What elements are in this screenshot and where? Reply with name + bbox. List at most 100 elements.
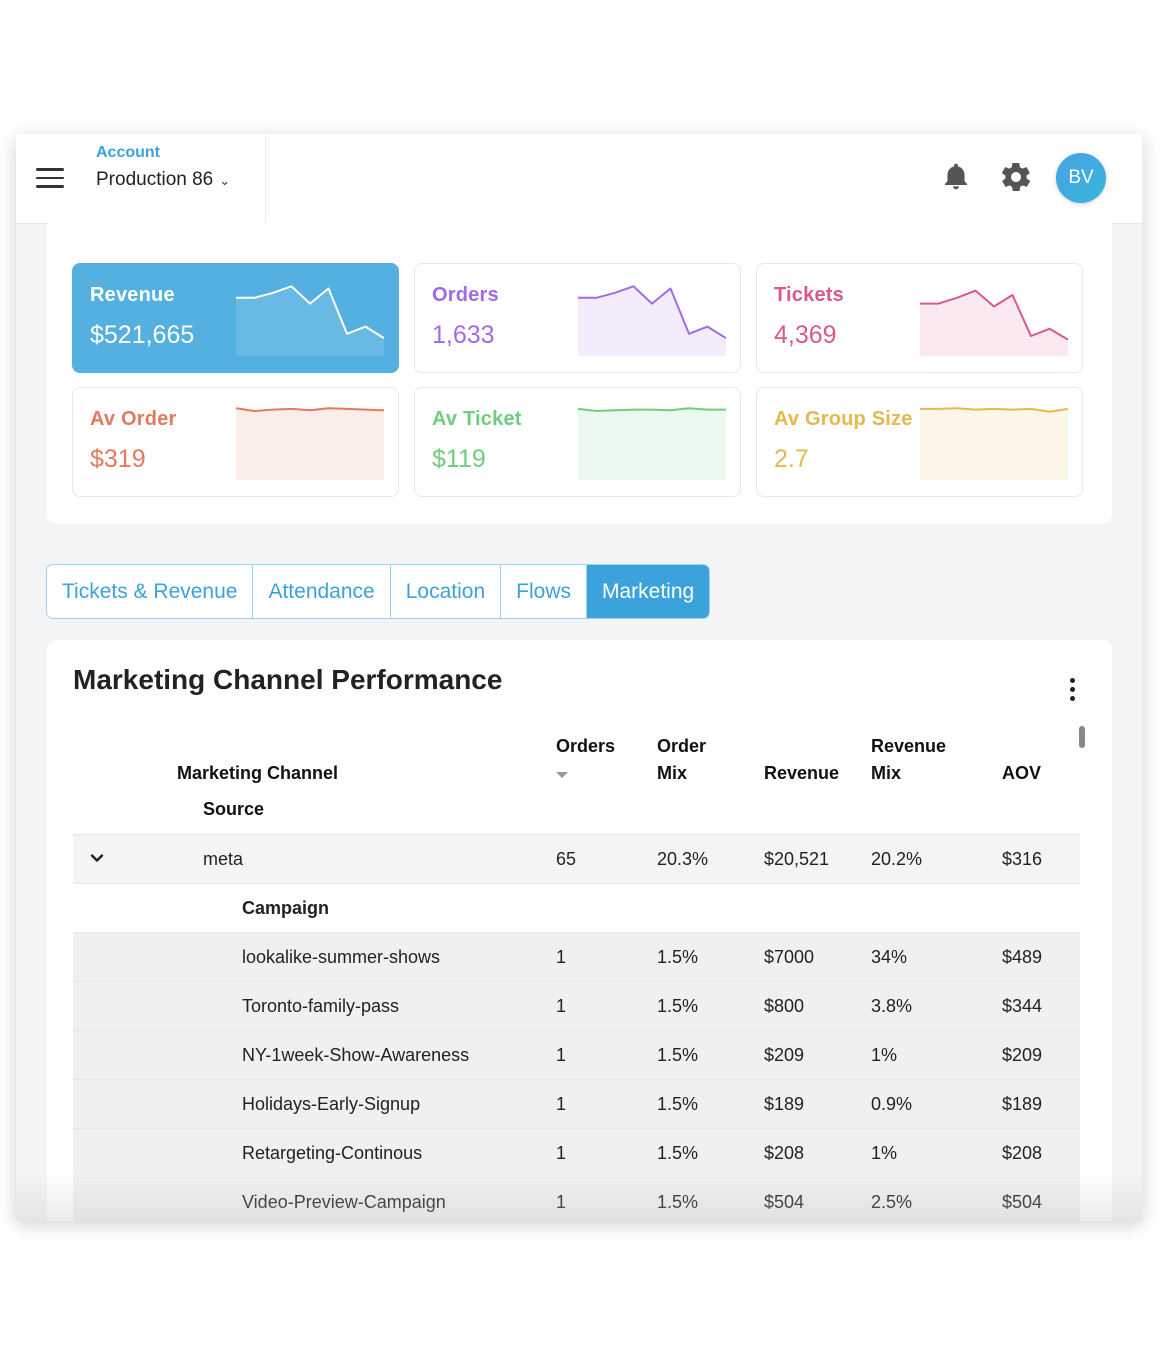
kpi-value: $319 — [90, 445, 146, 473]
cell-aov: $489 — [1002, 947, 1043, 967]
cell-order-mix: 1.5% — [657, 1094, 699, 1114]
tab-tickets-revenue[interactable]: Tickets & Revenue — [47, 565, 254, 618]
account-selector[interactable]: Production 86 ⌄ — [96, 169, 230, 191]
cell-revenue-mix: 34% — [871, 947, 908, 967]
sparkline-av-ticket — [578, 407, 726, 480]
more-options-icon[interactable] — [1065, 678, 1079, 708]
header-marketing-channel: Marketing Channel — [177, 763, 339, 783]
user-avatar[interactable]: BV — [1056, 153, 1106, 203]
table-row-meta[interactable]: meta 65 20.3% $20,521 20.2% $316 — [73, 834, 1080, 883]
marketing-table-card: Marketing Channel Performance Marketing … — [47, 640, 1112, 1221]
kpi-label: Av Order — [90, 408, 177, 430]
cell-revenue: $209 — [764, 1045, 805, 1065]
header-order-mix-line1: Order — [657, 736, 707, 756]
cell-orders: 65 — [556, 849, 577, 869]
cell-revenue: $208 — [764, 1143, 805, 1163]
cell-order-mix: 1.5% — [657, 947, 699, 967]
kpi-label: Tickets — [774, 284, 844, 306]
campaign-label: Campaign — [242, 898, 330, 918]
kpi-card-av-ticket[interactable]: Av Ticket $119 — [414, 387, 741, 497]
kpi-card-tickets[interactable]: Tickets 4,369 — [756, 263, 1083, 373]
header-order-mix-line2: Mix — [657, 763, 688, 783]
cell-revenue-mix: 3.8% — [871, 996, 913, 1016]
cell-orders: 1 — [556, 996, 567, 1016]
tab-bar: Tickets & Revenue Attendance Location Fl… — [46, 564, 711, 619]
cell-aov: $189 — [1002, 1094, 1043, 1114]
cell-aov: $208 — [1002, 1143, 1043, 1163]
table-row[interactable]: Toronto-family-pass 1 1.5% $800 3.8% $34… — [73, 981, 1080, 1030]
scrollbar-thumb[interactable] — [1079, 726, 1085, 748]
kpi-card-av-group-size[interactable]: Av Group Size 2.7 — [756, 387, 1083, 497]
hamburger-menu-icon[interactable] — [36, 168, 64, 190]
table-row[interactable]: Retargeting-Continous 1 1.5% $208 1% $20… — [73, 1128, 1080, 1177]
app-window: Account Production 86 ⌄ BV Revenue $521,6… — [16, 134, 1142, 1221]
cell-campaign-name: NY-1week-Show-Awareness — [242, 1045, 470, 1065]
cell-campaign-name: Holidays-Early-Signup — [242, 1094, 421, 1114]
chevron-down-icon: ⌄ — [219, 173, 231, 188]
table-row[interactable]: NY-1week-Show-Awareness 1 1.5% $209 1% $… — [73, 1030, 1080, 1079]
cell-campaign-name: lookalike-summer-shows — [242, 947, 441, 967]
kpi-label: Av Group Size — [774, 408, 913, 430]
sparkline-orders — [578, 285, 726, 356]
kpi-value: $521,665 — [90, 321, 195, 349]
sparkline-area — [236, 408, 384, 480]
tab-marketing[interactable]: Marketing — [586, 565, 710, 618]
account-value: Production 86 — [96, 169, 214, 190]
table-row[interactable]: lookalike-summer-shows 1 1.5% $7000 34% … — [73, 932, 1080, 981]
cell-revenue: $800 — [764, 996, 805, 1016]
table-row[interactable]: Video-Preview-Campaign 1 1.5% $504 2.5% … — [73, 1177, 1080, 1221]
account-label: Account — [96, 144, 160, 161]
sparkline-line — [920, 407, 1068, 413]
bell-icon[interactable] — [940, 160, 972, 194]
divider — [265, 134, 266, 223]
cell-source: meta — [203, 849, 244, 869]
cell-orders: 1 — [556, 947, 567, 967]
table-row[interactable]: Holidays-Early-Signup 1 1.5% $189 0.9% $… — [73, 1079, 1080, 1128]
cell-revenue-mix: 1% — [871, 1143, 898, 1163]
sparkline-line — [578, 285, 726, 340]
kpi-panel: Revenue $521,665 Orders 1,633 Tickets 4,… — [47, 223, 1112, 524]
tab-attendance[interactable]: Attendance — [253, 565, 391, 618]
cell-aov: $344 — [1002, 996, 1043, 1016]
header-revenue-mix: Revenue Mix — [871, 733, 946, 787]
kpi-label: Av Ticket — [432, 408, 522, 430]
kpi-label: Revenue — [90, 284, 175, 306]
kpi-value: 1,633 — [432, 321, 495, 349]
cell-campaign-name: Retargeting-Continous — [242, 1143, 423, 1163]
cell-revenue-mix: 0.9% — [871, 1094, 913, 1114]
tab-flows[interactable]: Flows — [501, 565, 587, 618]
cell-order-mix: 1.5% — [657, 1143, 699, 1163]
cell-orders: 1 — [556, 1045, 567, 1065]
sparkline-line — [236, 285, 384, 340]
sparkline-area — [578, 286, 726, 356]
cell-revenue: $7000 — [764, 947, 815, 967]
sparkline-av-order — [236, 407, 384, 480]
kpi-card-revenue[interactable]: Revenue $521,665 — [72, 263, 399, 373]
sparkline-av-group-size — [920, 407, 1068, 480]
sparkline-area — [920, 408, 1068, 480]
cell-order-mix: 1.5% — [657, 1045, 699, 1065]
sort-desc-icon[interactable] — [556, 772, 568, 778]
header-revenue-mix-line1: Revenue — [871, 736, 947, 756]
sparkline-revenue — [236, 285, 384, 356]
cell-orders: 1 — [556, 1192, 567, 1212]
kpi-value: 4,369 — [774, 321, 837, 349]
sparkline-area — [578, 408, 726, 480]
card-title: Marketing Channel Performance — [73, 664, 503, 695]
header-order-mix: Order Mix — [657, 733, 706, 787]
cell-order-mix: 1.5% — [657, 1192, 699, 1212]
cell-aov: $316 — [1002, 849, 1043, 869]
kpi-card-orders[interactable]: Orders 1,633 — [414, 263, 741, 373]
cell-order-mix: 20.3% — [657, 849, 709, 869]
gear-icon[interactable] — [999, 160, 1033, 194]
cell-campaign-name: Video-Preview-Campaign — [242, 1192, 446, 1212]
tab-location[interactable]: Location — [391, 565, 502, 618]
cell-orders: 1 — [556, 1094, 567, 1114]
chevron-down-icon[interactable] — [89, 850, 105, 866]
sparkline-tickets — [920, 289, 1068, 356]
kpi-card-av-order[interactable]: Av Order $319 — [72, 387, 399, 497]
cell-revenue-mix: 2.5% — [871, 1192, 913, 1212]
header-orders[interactable]: Orders — [556, 736, 616, 756]
kpi-label: Orders — [432, 284, 499, 306]
cell-revenue-mix: 20.2% — [871, 849, 923, 869]
